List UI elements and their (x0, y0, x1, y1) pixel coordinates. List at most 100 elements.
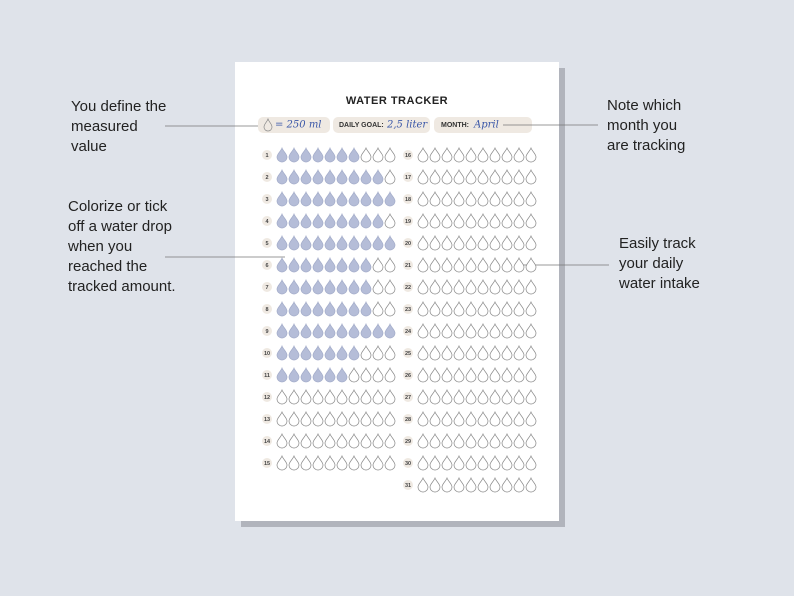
drop-empty (417, 190, 429, 207)
day-number: 28 (405, 417, 411, 423)
drop-filled (288, 256, 300, 273)
drop-empty (417, 168, 429, 185)
drop-filled (300, 344, 312, 361)
drop-empty (360, 366, 372, 383)
drop-empty (441, 190, 453, 207)
day-badge (262, 392, 272, 402)
drop-empty (489, 344, 501, 361)
drop-filled (300, 322, 312, 339)
drop-empty (453, 212, 465, 229)
drop-empty (465, 366, 477, 383)
drop-empty (384, 388, 396, 405)
day-number: 24 (405, 329, 412, 335)
drop-empty (360, 344, 372, 361)
day-badge (262, 326, 272, 336)
drop-empty (324, 454, 336, 471)
day-badge (403, 194, 413, 204)
drop-filled (324, 278, 336, 295)
drop-empty (525, 388, 537, 405)
drop-empty (336, 454, 348, 471)
drop-empty (465, 344, 477, 361)
drop-empty (453, 256, 465, 273)
annotation-line: are tracking (607, 137, 685, 154)
drop-empty (417, 234, 429, 251)
drop-filled (336, 146, 348, 163)
drop-empty (384, 278, 396, 295)
drop-empty (336, 388, 348, 405)
drop-empty (501, 234, 513, 251)
day-badge (403, 480, 413, 490)
drop-filled (276, 190, 288, 207)
drop-empty (465, 256, 477, 273)
day-number: 10 (264, 351, 270, 357)
day-number: 4 (265, 219, 269, 225)
drop-filled (276, 300, 288, 317)
drop-empty (513, 476, 525, 493)
drop-empty (288, 432, 300, 449)
drop-empty (477, 146, 489, 163)
drop-empty (453, 322, 465, 339)
drop-filled (288, 300, 300, 317)
drop-empty (501, 212, 513, 229)
goal-value: 2,5 liter (386, 120, 428, 131)
day-number: 18 (405, 197, 411, 203)
drop-empty (441, 388, 453, 405)
drop-filled (276, 322, 288, 339)
drop-filled (312, 344, 324, 361)
drop-empty (513, 190, 525, 207)
drop-empty (360, 432, 372, 449)
drop-empty (288, 388, 300, 405)
drop-empty (384, 454, 396, 471)
drop-filled (276, 366, 288, 383)
drop-empty (429, 476, 441, 493)
drop-empty (453, 278, 465, 295)
drop-filled (276, 256, 288, 273)
drop-empty (453, 234, 465, 251)
drop-empty (465, 146, 477, 163)
drop-empty (372, 432, 384, 449)
drop-empty (300, 454, 312, 471)
drop-filled (324, 212, 336, 229)
month-box (434, 117, 532, 133)
drop-empty (360, 410, 372, 427)
drop-empty (384, 256, 396, 273)
drop-empty (501, 388, 513, 405)
drop-empty (417, 344, 429, 361)
drop-empty (429, 388, 441, 405)
drop-empty (348, 366, 360, 383)
day-number: 11 (264, 373, 270, 379)
drop-empty (312, 388, 324, 405)
drop-empty (384, 344, 396, 361)
day-badge (403, 436, 413, 446)
drop-empty (429, 190, 441, 207)
drop-empty (441, 278, 453, 295)
drop-empty (489, 146, 501, 163)
drop-empty (513, 410, 525, 427)
day-badge (403, 370, 413, 380)
drop-empty (525, 146, 537, 163)
drop-empty (429, 168, 441, 185)
day-number: 21 (405, 263, 411, 269)
drop-empty (465, 300, 477, 317)
drop-empty (525, 410, 537, 427)
drop-filled (276, 278, 288, 295)
drop-empty (501, 190, 513, 207)
drop-empty (525, 234, 537, 251)
drop-empty (300, 432, 312, 449)
drop-filled (336, 366, 348, 383)
drop-empty (513, 300, 525, 317)
drop-empty (477, 212, 489, 229)
drop-empty (501, 432, 513, 449)
drop-empty (453, 432, 465, 449)
annotation-line: You define the (71, 98, 166, 115)
drop-empty (348, 388, 360, 405)
drop-filled (300, 278, 312, 295)
drop-empty (477, 190, 489, 207)
drop-empty (513, 322, 525, 339)
drop-empty (384, 300, 396, 317)
drop-filled (300, 168, 312, 185)
annotation-line: your daily (619, 255, 684, 272)
drop-filled (372, 168, 384, 185)
drop-empty (417, 410, 429, 427)
drop-empty (384, 366, 396, 383)
